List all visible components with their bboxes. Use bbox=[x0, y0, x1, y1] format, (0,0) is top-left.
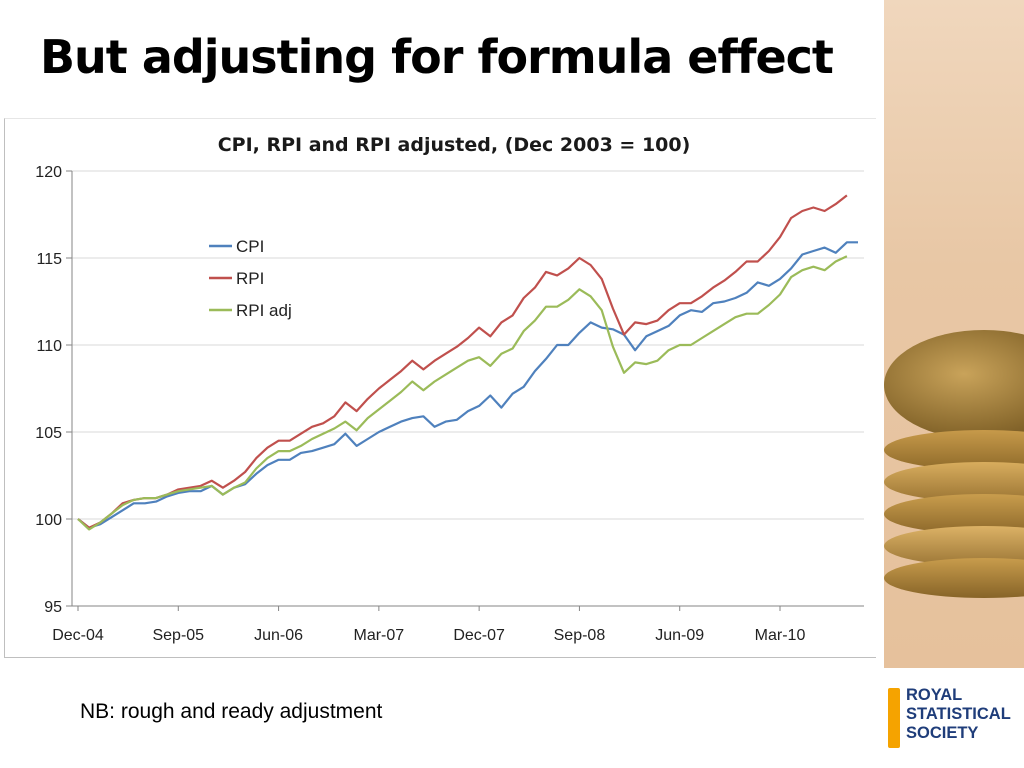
x-tick-label: Jun-09 bbox=[655, 627, 704, 644]
x-tick-label: Mar-07 bbox=[354, 627, 405, 644]
y-tick-label: 115 bbox=[36, 251, 62, 268]
series-line-rpi-adj bbox=[77, 255, 848, 531]
logo-line-3: SOCIETY bbox=[906, 724, 979, 742]
logo-line-2: STATISTICAL bbox=[906, 705, 1011, 723]
logo-text: ROYAL STATISTICAL SOCIETY bbox=[906, 686, 1011, 743]
series-line-cpi bbox=[77, 241, 858, 529]
gridlines bbox=[72, 170, 864, 607]
rss-logo: ROYAL STATISTICAL SOCIETY bbox=[888, 686, 1024, 750]
x-tick-label: Sep-05 bbox=[152, 627, 204, 644]
legend: CPI RPI RPI adj bbox=[209, 237, 292, 320]
coins-photo bbox=[884, 0, 1024, 668]
x-tick-label: Jun-06 bbox=[254, 627, 303, 644]
legend-label: RPI adj bbox=[236, 301, 292, 320]
legend-label: CPI bbox=[236, 237, 264, 256]
axes: 95 100 105 110 115 120 Dec-04 Sep-05 Jun-06 Mar-0… bbox=[35, 164, 864, 644]
footnote: NB: rough and ready adjustment bbox=[80, 700, 383, 723]
series-line-rpi bbox=[77, 194, 848, 529]
chart-frame bbox=[4, 118, 876, 658]
y-tick-label: 110 bbox=[36, 338, 62, 355]
x-tick-label: Mar-10 bbox=[755, 627, 806, 644]
slide-title: But adjusting for formula effect bbox=[40, 30, 834, 84]
chart-title: CPI, RPI and RPI adjusted, (Dec 2003 = 1… bbox=[218, 134, 691, 156]
line-chart: CPI, RPI and RPI adjusted, (Dec 2003 = 1… bbox=[35, 134, 864, 644]
y-tick-label: 105 bbox=[35, 425, 62, 442]
series-lines bbox=[77, 194, 858, 531]
y-tick-label: 95 bbox=[44, 599, 62, 616]
x-tick-label: Sep-08 bbox=[554, 627, 606, 644]
logo-bar bbox=[888, 688, 900, 748]
y-tick-label: 120 bbox=[35, 164, 62, 181]
legend-label: RPI bbox=[236, 269, 264, 288]
logo-line-1: ROYAL bbox=[906, 686, 963, 704]
x-tick-label: Dec-07 bbox=[453, 627, 505, 644]
y-tick-label: 100 bbox=[35, 512, 62, 529]
x-tick-label: Dec-04 bbox=[52, 627, 104, 644]
